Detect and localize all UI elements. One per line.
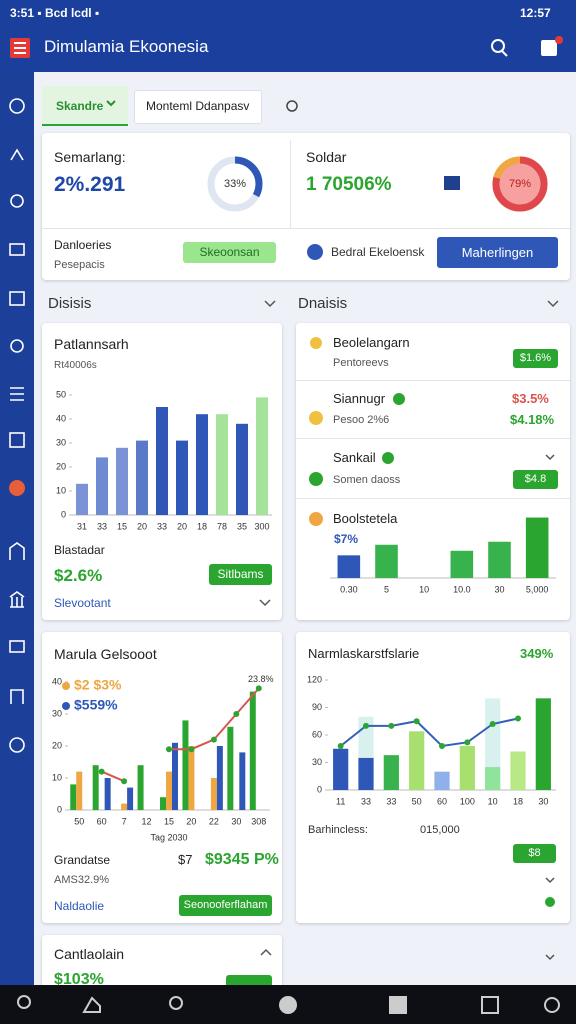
card-amount: 015,000 bbox=[420, 824, 460, 836]
item-title: Sankail bbox=[333, 450, 376, 465]
badge: $8 bbox=[513, 844, 556, 863]
card-label: Blastadar bbox=[54, 543, 105, 557]
badge: $1.6% bbox=[513, 349, 558, 368]
card-value: 349% bbox=[520, 646, 554, 661]
menu-button[interactable] bbox=[10, 38, 30, 58]
badge: $4.8 bbox=[513, 470, 558, 489]
item-title: Boolstetela bbox=[333, 511, 398, 526]
divider bbox=[296, 438, 570, 439]
section-title: Disisis bbox=[48, 295, 92, 312]
card-label: Grandatse bbox=[54, 853, 111, 867]
app-header bbox=[0, 0, 576, 72]
button[interactable]: Skeoonsan bbox=[183, 242, 276, 263]
item-sub: Pesoo 2%6 bbox=[333, 414, 390, 426]
card-sub: AMS32.9% bbox=[54, 874, 110, 886]
item-title: Beolelangarn bbox=[333, 335, 410, 350]
tab[interactable] bbox=[134, 90, 262, 124]
card-link[interactable]: Naldaolie bbox=[54, 899, 105, 913]
divider bbox=[290, 140, 291, 228]
button[interactable]: Sitlbams bbox=[209, 564, 272, 585]
divider bbox=[296, 380, 570, 381]
item-sub: Somen daoss bbox=[333, 474, 401, 486]
card-title: Cantlaolain bbox=[54, 946, 125, 962]
stat-value: 1 70506% bbox=[306, 174, 392, 195]
item-value: $7% bbox=[334, 532, 359, 546]
item-value: $4.18% bbox=[510, 412, 555, 427]
item-title: Siannugr bbox=[333, 391, 386, 406]
footer-sub: Pesepacis bbox=[54, 259, 105, 271]
sidebar bbox=[0, 72, 34, 985]
card-value-small: $7 bbox=[178, 852, 193, 867]
footer-link[interactable]: Bedral Ekeloensk bbox=[331, 245, 425, 259]
card-value: $9345 P% bbox=[205, 851, 279, 868]
footer-label: Danloeries bbox=[54, 238, 112, 252]
card-value: $2.6% bbox=[54, 566, 103, 585]
stat-value: 2%.291 bbox=[54, 173, 126, 196]
tab-label[interactable]: Skandre bbox=[56, 99, 104, 113]
clock-icon[interactable] bbox=[286, 100, 298, 112]
stat-label: Soldar bbox=[306, 149, 347, 165]
primary-button[interactable]: Maherlingen bbox=[437, 237, 558, 268]
card-title: Patlannsarh bbox=[54, 336, 129, 352]
item-value: $3.5% bbox=[512, 391, 549, 406]
divider bbox=[296, 498, 570, 499]
card-label: Barhincless: bbox=[308, 824, 368, 836]
stat-label: Semarlang: bbox=[54, 149, 126, 165]
card-title: Narmlaskarstfslarie bbox=[308, 646, 420, 661]
line-card bbox=[296, 632, 570, 923]
bottom-nav bbox=[0, 985, 576, 1024]
divider bbox=[42, 228, 570, 229]
chart-note: 23.8% bbox=[248, 674, 274, 684]
app-title: Dimulamia Ekoonesia bbox=[44, 37, 209, 56]
button[interactable] bbox=[226, 975, 272, 985]
card-value: $103% bbox=[54, 971, 104, 988]
info-icon bbox=[307, 244, 323, 260]
section-title: Dnaisis bbox=[298, 295, 348, 312]
status-time: 12:57 bbox=[520, 6, 551, 20]
status-left: 3:51 ▪ Bcd lcdl ▪ bbox=[10, 6, 100, 20]
card-link[interactable]: Slevootant bbox=[54, 596, 111, 610]
button[interactable]: Seonooferflaham bbox=[179, 895, 272, 916]
item-sub: Pentoreevs bbox=[333, 357, 389, 369]
tab-label[interactable]: Monteml Ddanpasv bbox=[146, 99, 250, 113]
card-subtitle: Rt40006s bbox=[54, 360, 97, 371]
card-title: Marula Gelsooot bbox=[54, 646, 157, 662]
